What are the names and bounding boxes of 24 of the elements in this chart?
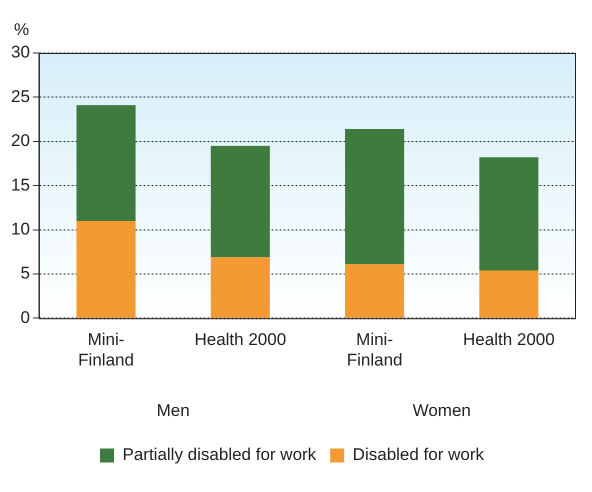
y-tick-label: 0	[20, 308, 30, 327]
text: Women	[412, 401, 471, 420]
legend-label: Disabled for work	[352, 445, 485, 464]
x-tick-label: Health 2000	[194, 330, 286, 350]
y-tick-label: 15	[10, 175, 30, 194]
bar	[76, 220, 136, 318]
x-tick-label: Mini-Finland	[346, 330, 402, 370]
x-tick-label: Mini-Finland	[78, 330, 134, 370]
y-tick-label: 25	[10, 86, 30, 106]
y-axis-title: %	[14, 20, 30, 39]
y-tick-label: 5	[20, 264, 30, 283]
text: Men	[156, 401, 190, 420]
bar	[479, 157, 538, 270]
bar	[479, 270, 538, 318]
legend-label: Partially disabled for work	[122, 445, 317, 464]
x-tick-label: Health 2000	[463, 330, 555, 350]
bar	[76, 105, 136, 221]
y-tick-label: 30	[10, 42, 30, 62]
y-tick-label: 10	[10, 219, 30, 238]
bar	[210, 146, 270, 258]
bar	[345, 264, 404, 318]
bar	[210, 257, 270, 318]
y-tick-label: 20	[10, 131, 30, 150]
bar	[345, 129, 404, 264]
